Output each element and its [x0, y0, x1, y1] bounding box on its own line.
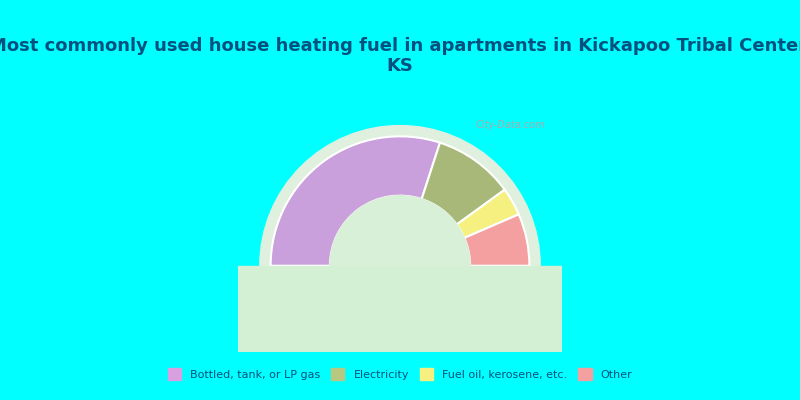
Wedge shape [457, 190, 518, 238]
Text: City-Data.com: City-Data.com [476, 120, 546, 130]
Text: Most commonly used house heating fuel in apartments in Kickapoo Tribal Center,
K: Most commonly used house heating fuel in… [0, 37, 800, 75]
Circle shape [330, 196, 470, 336]
Wedge shape [422, 143, 505, 224]
Legend: Bottled, tank, or LP gas, Electricity, Fuel oil, kerosene, etc., Other: Bottled, tank, or LP gas, Electricity, F… [162, 363, 638, 385]
Bar [238, 266, 562, 352]
Wedge shape [270, 136, 440, 266]
Circle shape [260, 126, 540, 400]
Wedge shape [464, 214, 530, 266]
